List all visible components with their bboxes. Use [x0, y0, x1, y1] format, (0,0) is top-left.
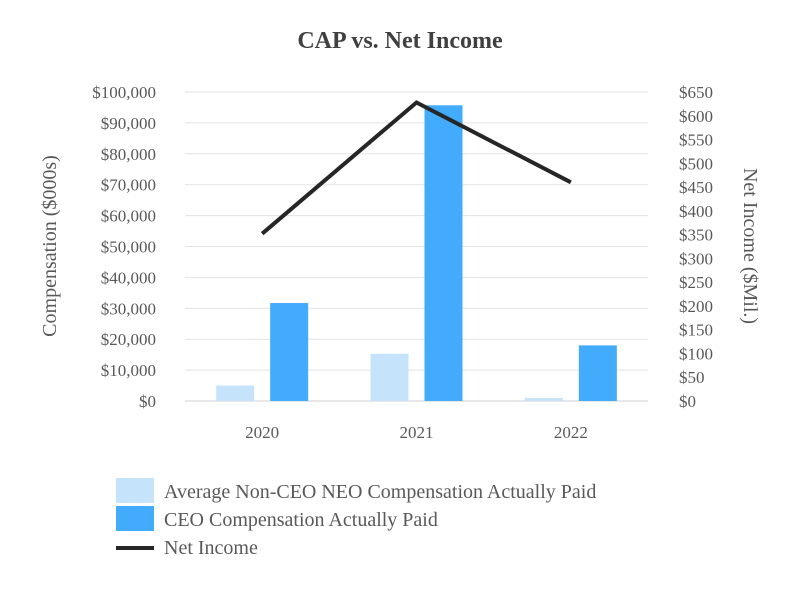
right-axis-ticks: $0 $50 $100 $150 $200 $250 $300 $350 $400 $450 $50…	[679, 83, 713, 411]
left-tick-label: $50,000	[101, 238, 156, 257]
bar-non-ceo-neo-cap	[524, 397, 563, 401]
bar-non-ceo-neo-cap	[216, 385, 255, 401]
gridlines	[185, 91, 648, 402]
bar-ceo-cap	[270, 303, 309, 401]
right-tick-label: $550	[679, 131, 713, 150]
left-tick-label: $90,000	[101, 114, 156, 133]
left-tick-label: $80,000	[101, 145, 156, 164]
left-tick-label: $100,000	[92, 83, 156, 102]
x-tick-label: 2022	[554, 423, 588, 442]
x-axis-ticks: 2020 2021 2022	[245, 423, 588, 442]
right-tick-label: $650	[679, 83, 713, 102]
legend-swatch-ceo	[116, 506, 154, 531]
right-tick-label: $100	[679, 344, 713, 363]
x-tick-label: 2020	[245, 423, 279, 442]
right-tick-label: $350	[679, 226, 713, 245]
x-tick-label: 2021	[400, 423, 434, 442]
right-tick-label: $150	[679, 321, 713, 340]
left-tick-label: $40,000	[101, 268, 156, 287]
right-tick-label: $450	[679, 178, 713, 197]
legend-label: Average Non-CEO NEO Compensation Actuall…	[164, 481, 596, 503]
chart-title: CAP vs. Net Income	[297, 28, 503, 54]
legend-swatch-non-ceo-neo	[116, 478, 154, 503]
net-income-line	[260, 100, 572, 236]
left-tick-label: $60,000	[101, 207, 156, 226]
legend: Average Non-CEO NEO Compensation Actuall…	[116, 478, 596, 559]
left-axis-ticks: $0 $10,000 $20,000 $30,000 $40,000 $50,000 $60…	[92, 83, 156, 411]
left-tick-label: $0	[139, 392, 156, 411]
left-tick-label: $30,000	[101, 299, 156, 318]
right-tick-label: $250	[679, 273, 713, 292]
left-tick-label: $70,000	[101, 176, 156, 195]
right-tick-label: $400	[679, 202, 713, 221]
bars	[216, 105, 617, 402]
bar-non-ceo-neo-cap	[370, 353, 409, 401]
net-income-line-layer	[260, 100, 572, 236]
left-axis-title: Compensation ($000s)	[39, 155, 61, 337]
legend-label: Net Income	[164, 537, 258, 559]
right-tick-label: $200	[679, 297, 713, 316]
right-tick-label: $500	[679, 154, 713, 173]
right-tick-label: $600	[679, 107, 713, 126]
right-tick-label: $0	[679, 392, 696, 411]
right-tick-label: $300	[679, 249, 713, 268]
right-tick-label: $50	[679, 368, 705, 387]
left-tick-label: $10,000	[101, 361, 156, 380]
legend-label: CEO Compensation Actually Paid	[164, 509, 438, 531]
bar-ceo-cap	[578, 345, 617, 401]
left-tick-label: $20,000	[101, 330, 156, 349]
right-axis-title: Net Income ($Mil.)	[739, 168, 761, 324]
bar-ceo-cap	[424, 105, 463, 402]
